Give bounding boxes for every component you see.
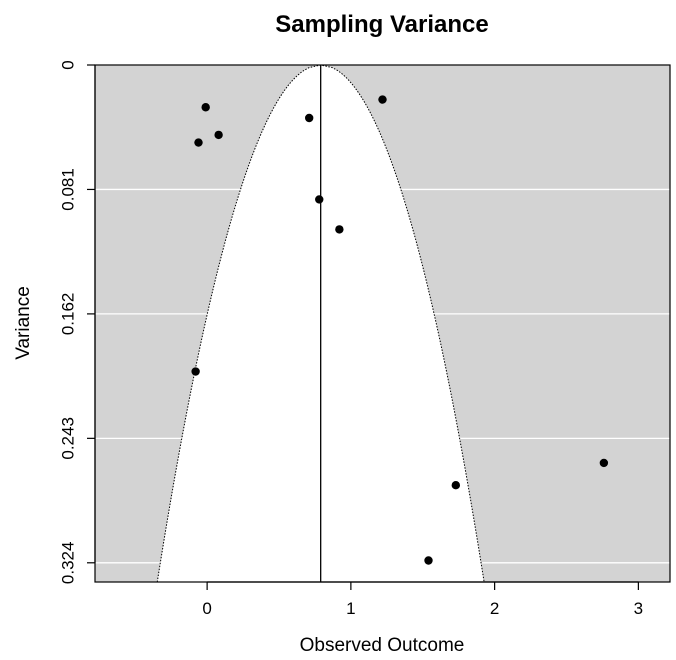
- data-point-4: [378, 95, 387, 104]
- data-points: [191, 95, 609, 565]
- x-axis: 0 1 2 3: [202, 581, 643, 618]
- funnel-boundary: [156, 65, 485, 582]
- data-point-7: [191, 367, 200, 376]
- data-point-2: [214, 130, 223, 140]
- chart-title: Sampling Variance: [275, 11, 488, 38]
- x-tick-label-3: 3: [634, 599, 643, 618]
- y-tick-label-0: 0: [58, 60, 77, 69]
- data-point-9: [599, 458, 609, 468]
- x-tick-label-1: 1: [346, 599, 355, 618]
- y-axis: 0 0.081 0.162 0.243 0.324: [58, 60, 96, 585]
- plot-panel: [94, 64, 671, 583]
- data-point-8: [451, 481, 461, 490]
- x-tick-label-2: 2: [490, 599, 499, 618]
- data-point-3: [304, 113, 314, 123]
- data-point-5: [315, 195, 324, 204]
- gridlines: [95, 65, 670, 564]
- data-point-1: [194, 138, 203, 147]
- data-point-10: [424, 556, 433, 565]
- y-tick-label-4: 0.324: [58, 542, 77, 585]
- data-point-0: [201, 103, 210, 112]
- y-tick-label-2: 0.162: [58, 293, 77, 336]
- x-tick-label-0: 0: [202, 599, 211, 618]
- y-tick-label-1: 0.081: [58, 168, 77, 211]
- x-axis-label: Observed Outcome: [300, 635, 465, 656]
- data-point-6: [335, 225, 344, 234]
- y-tick-label-3: 0.243: [58, 417, 77, 460]
- y-axis-label: Variance: [13, 286, 34, 360]
